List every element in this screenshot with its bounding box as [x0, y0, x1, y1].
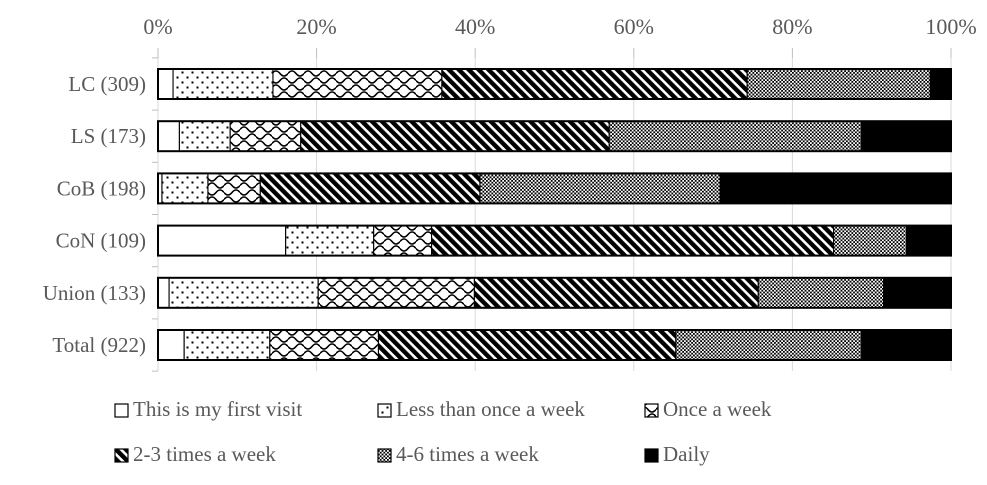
- bar-segment: [746, 68, 931, 100]
- category-label: CoN (109): [56, 229, 146, 253]
- bar-outline: [157, 329, 952, 361]
- bar-segment: [719, 172, 952, 204]
- legend-label: 4-6 times a week: [396, 442, 539, 466]
- gridline-group: 100%: [925, 14, 977, 371]
- bar-outline: [157, 224, 952, 257]
- gridline-group: 60%: [614, 14, 654, 371]
- bar-outline: [157, 276, 952, 309]
- bar-segment: [860, 120, 952, 152]
- x-axis-tick-label: 100%: [925, 14, 976, 39]
- bar-segment: [168, 277, 319, 309]
- bar-segment: [207, 172, 261, 204]
- bar-segment: [860, 329, 952, 361]
- bar-outline: [157, 172, 952, 205]
- gridline-group: 20%: [296, 14, 337, 371]
- bar-segment: [883, 277, 952, 309]
- x-axis-tick-label: 20%: [296, 14, 336, 39]
- category-label: CoB (198): [57, 176, 146, 200]
- bar-segment: [259, 172, 481, 204]
- legend-item: 4-6 times a week: [377, 442, 539, 466]
- bar-row: LS (173): [71, 120, 952, 153]
- legend-label: Less than once a week: [396, 397, 585, 421]
- bar-segment: [473, 277, 759, 309]
- bar-row: CoN (109): [56, 224, 952, 257]
- legend-item: Less than once a week: [377, 397, 585, 421]
- bar-segment: [675, 329, 862, 361]
- bar-segment: [172, 68, 274, 100]
- bar-segment: [317, 277, 475, 309]
- bar-segment: [157, 225, 287, 257]
- bar-row: Union (133): [43, 276, 952, 309]
- bar-segment: [757, 277, 885, 309]
- x-axis-tick-label: 60%: [614, 14, 654, 39]
- legend-label: Daily: [663, 442, 710, 466]
- bar-segment: [300, 120, 610, 152]
- bar-segment: [608, 120, 862, 152]
- bar-row: Total (922): [52, 329, 952, 361]
- bar-segment: [229, 120, 302, 152]
- bar-outline: [157, 120, 952, 153]
- category-label: LC (309): [68, 72, 146, 96]
- x-axis-tick-label: 0%: [143, 14, 172, 39]
- bar-segment: [272, 68, 443, 100]
- legend-item: 2-3 times a week: [114, 442, 276, 466]
- bar-segment: [431, 225, 835, 257]
- legend-swatch-waves: [644, 403, 659, 418]
- bar-segment: [157, 277, 170, 309]
- bar-row: CoB (198): [57, 172, 952, 205]
- gridline-group: 40%: [455, 14, 495, 371]
- x-axis-tick-label: 40%: [455, 14, 495, 39]
- bar-segment: [377, 329, 677, 361]
- gridline-group: 80%: [772, 14, 813, 371]
- bar-outline: [157, 68, 952, 100]
- legend-item: This is my first visit: [114, 397, 302, 421]
- bar-segment: [183, 329, 271, 361]
- bar-segment: [373, 225, 433, 257]
- bar-segment: [269, 329, 380, 361]
- legend-swatch-sparse-dots: [377, 403, 392, 418]
- category-label: Total (922): [52, 333, 146, 357]
- legend-item: Daily: [644, 442, 710, 466]
- bar-segment: [906, 225, 952, 257]
- bar-segment: [157, 120, 180, 152]
- bar-row: LC (309): [68, 68, 952, 100]
- bar-segment: [479, 172, 721, 204]
- bar-segment: [441, 68, 748, 100]
- legend-swatch-plain-white: [114, 403, 129, 418]
- legend-item: Once a week: [644, 397, 772, 421]
- legend-label: Once a week: [663, 397, 772, 421]
- bar-segment: [157, 68, 174, 100]
- legend-label: This is my first visit: [133, 397, 302, 421]
- legend-swatch-solid-black: [644, 448, 659, 463]
- bar-segment: [833, 225, 908, 257]
- category-label: LS (173): [71, 124, 146, 148]
- bar-segment: [157, 329, 185, 361]
- category-label: Union (133): [43, 281, 146, 305]
- legend-swatch-diagonal-stripes: [114, 448, 129, 463]
- legend-swatch-checkerboard: [377, 448, 392, 463]
- bar-segment: [285, 225, 375, 257]
- bar-segment: [178, 120, 231, 152]
- bar-segment: [929, 68, 952, 100]
- legend-label: 2-3 times a week: [133, 442, 276, 466]
- bar-segment: [161, 172, 209, 204]
- x-axis-tick-label: 80%: [772, 14, 812, 39]
